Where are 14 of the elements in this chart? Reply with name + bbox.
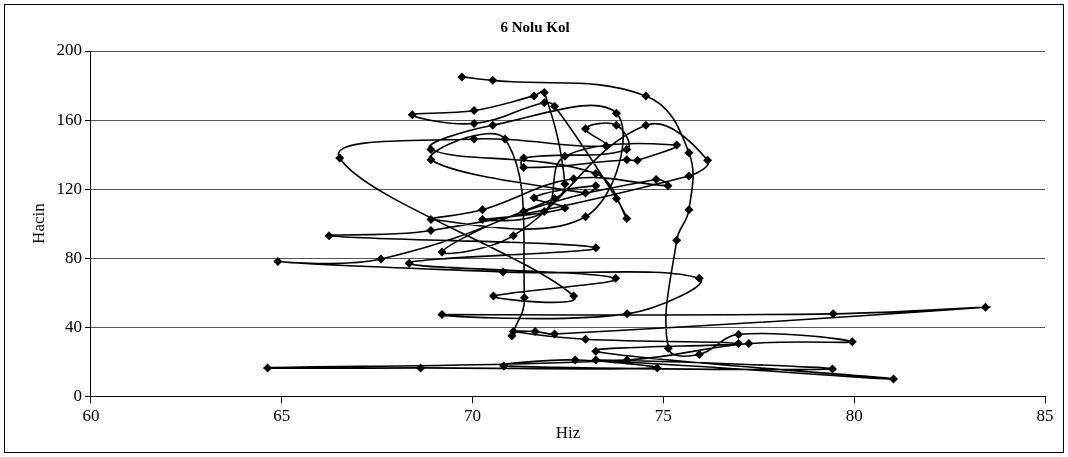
y-tick-label: 200 [56, 40, 82, 60]
x-tick-label: 65 [273, 405, 291, 425]
y-tick-label: 160 [56, 109, 82, 129]
x-tick-label: 75 [654, 405, 672, 425]
chart-title: 6 Nolu Kol [500, 18, 570, 35]
y-tick-label: 80 [64, 247, 82, 267]
y-tick-label: 0 [73, 385, 82, 405]
x-tick-label: 70 [464, 405, 482, 425]
x-tick-label: 85 [1036, 405, 1054, 425]
y-tick-label: 40 [64, 316, 82, 336]
x-tick-label: 60 [82, 405, 100, 425]
y-axis-title: Hacin [28, 202, 48, 244]
y-tick-label: 120 [56, 178, 82, 198]
x-tick-label: 80 [845, 405, 863, 425]
